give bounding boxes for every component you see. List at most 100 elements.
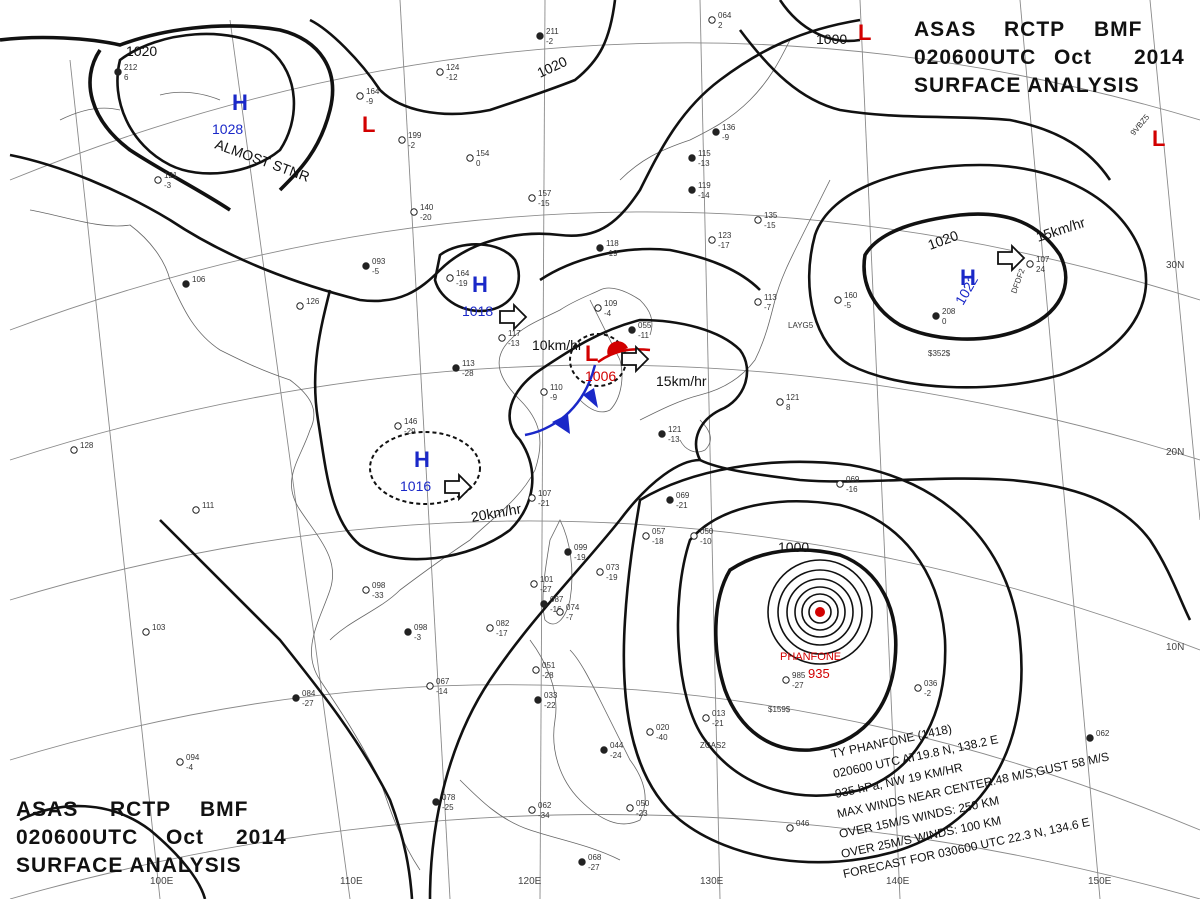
station-plot: 109-4 xyxy=(594,299,618,318)
high-pressure-value: 1016 xyxy=(400,478,431,494)
station-plot: 084-27 xyxy=(292,689,316,708)
station-circle-icon xyxy=(834,296,842,304)
station-circle-icon xyxy=(528,194,536,202)
station-plot: 123-17 xyxy=(708,231,732,250)
station-circle-icon xyxy=(486,624,494,632)
station-plot: 036-2 xyxy=(914,679,938,698)
station-tendency: -3 xyxy=(164,181,172,190)
station-plot: 093-5 xyxy=(362,257,386,276)
station-pressure: 117 xyxy=(508,329,521,338)
station-tendency: -28 xyxy=(462,369,474,378)
station-circle-icon xyxy=(754,216,762,224)
station-pressure: 110 xyxy=(550,383,563,392)
station-pressure: 069 xyxy=(846,475,860,484)
station-circle-icon xyxy=(914,684,922,692)
station-plot: 033-22 xyxy=(534,691,558,710)
station-tendency: -21 xyxy=(676,501,688,510)
station-circle-icon xyxy=(688,186,696,194)
station-tendency: -12 xyxy=(446,73,458,82)
station-plot: 062-34 xyxy=(528,801,552,820)
station-circle-icon xyxy=(142,628,150,636)
station-tendency: -27 xyxy=(302,699,314,708)
station-plot: 128 xyxy=(70,441,94,454)
station-circle-icon xyxy=(540,600,548,608)
station-plot: 013-21 xyxy=(702,709,726,728)
station-pressure: 046 xyxy=(796,819,810,828)
station-pressure: 057 xyxy=(652,527,666,536)
station-tendency: -10 xyxy=(700,537,712,546)
station-circle-icon xyxy=(426,682,434,690)
station-tendency: -11 xyxy=(638,331,650,340)
station-pressure: 093 xyxy=(372,257,386,266)
station-pressure: 113 xyxy=(462,359,475,368)
low-pressure-marker: L xyxy=(585,341,598,366)
isobar-1010-east xyxy=(699,458,1192,621)
station-plot: 057-18 xyxy=(642,527,666,546)
header-top: ASAS RCTP BMF 020600UTC Oct 2014 SURFACE… xyxy=(914,18,1184,97)
station-plot: 087-16 xyxy=(540,595,564,614)
station-plot: 110-9 xyxy=(540,383,563,402)
header-month: Oct xyxy=(166,826,204,849)
station-plot: 098-33 xyxy=(362,581,386,600)
station-circle-icon xyxy=(394,422,402,430)
isobar-1004-typhoon xyxy=(676,500,947,797)
station-pressure: 106 xyxy=(192,275,206,284)
station-circle-icon xyxy=(534,696,542,704)
station-pressure: 121 xyxy=(164,171,178,180)
station-tendency: -33 xyxy=(372,591,384,600)
station-plot: 113-7 xyxy=(754,293,777,312)
lon-label: 120E xyxy=(518,876,542,887)
station-pressure: 069 xyxy=(676,491,690,500)
station-tendency: -21 xyxy=(712,719,724,728)
station-tendency: -24 xyxy=(610,751,622,760)
station-pressure: 118 xyxy=(606,239,619,248)
lon-label: 130E xyxy=(700,876,724,887)
station-circle-icon xyxy=(690,532,698,540)
station-plot: 050-10 xyxy=(690,527,714,546)
isobar-1012-central xyxy=(313,289,749,561)
station-tendency: -9 xyxy=(550,393,558,402)
isobar-1008-typhoon xyxy=(622,460,1023,864)
station-circle-icon xyxy=(436,68,444,76)
station-circle-icon xyxy=(594,304,602,312)
warm-front-semicircle-icon xyxy=(607,341,628,356)
fronts xyxy=(524,341,651,437)
station-pressure: 140 xyxy=(420,203,434,212)
station-pressure: 121 xyxy=(786,393,800,402)
station-tendency: -27 xyxy=(792,681,804,690)
station-id: ZCAS2 xyxy=(700,741,726,750)
station-pressure: 036 xyxy=(924,679,938,688)
station-plot: 074-7 xyxy=(556,603,580,622)
station-tendency: -15 xyxy=(764,221,776,230)
station-pressure: 124 xyxy=(446,63,460,72)
station-tendency: -5 xyxy=(844,301,852,310)
station-plot: 051-28 xyxy=(532,661,556,680)
station-plot: 103 xyxy=(142,623,166,636)
station-plot: 157-15 xyxy=(528,189,552,208)
station-tendency: -16 xyxy=(550,605,562,614)
station-circle-icon xyxy=(446,274,454,282)
station-tendency: 2 xyxy=(718,21,723,30)
station-pressure: 033 xyxy=(544,691,558,700)
station-plot: 069-16 xyxy=(836,475,860,494)
station-pressure: 067 xyxy=(436,677,450,686)
station-circle-icon xyxy=(666,496,674,504)
station-plot: 126 xyxy=(296,297,320,310)
station-tendency: -40 xyxy=(656,733,668,742)
station-tendency: -27 xyxy=(540,585,552,594)
station-tendency: 0 xyxy=(942,317,947,326)
high-pressure-marker: H xyxy=(414,447,430,472)
lon-label: 100E xyxy=(150,876,174,887)
station-circle-icon xyxy=(596,244,604,252)
station-circle-icon xyxy=(362,586,370,594)
high-pressure-marker: H xyxy=(960,265,976,290)
station-plot: 985-27 xyxy=(782,671,806,690)
header-station: RCTP xyxy=(110,798,171,821)
header-office: BMF xyxy=(200,798,249,821)
station-plot: 111 xyxy=(192,501,215,514)
station-pressure: 103 xyxy=(152,623,166,632)
station-plot: 062 xyxy=(1086,729,1110,742)
station-tendency: -15 xyxy=(538,199,550,208)
latitude-labels: 30N 20N 10N xyxy=(1166,260,1184,653)
